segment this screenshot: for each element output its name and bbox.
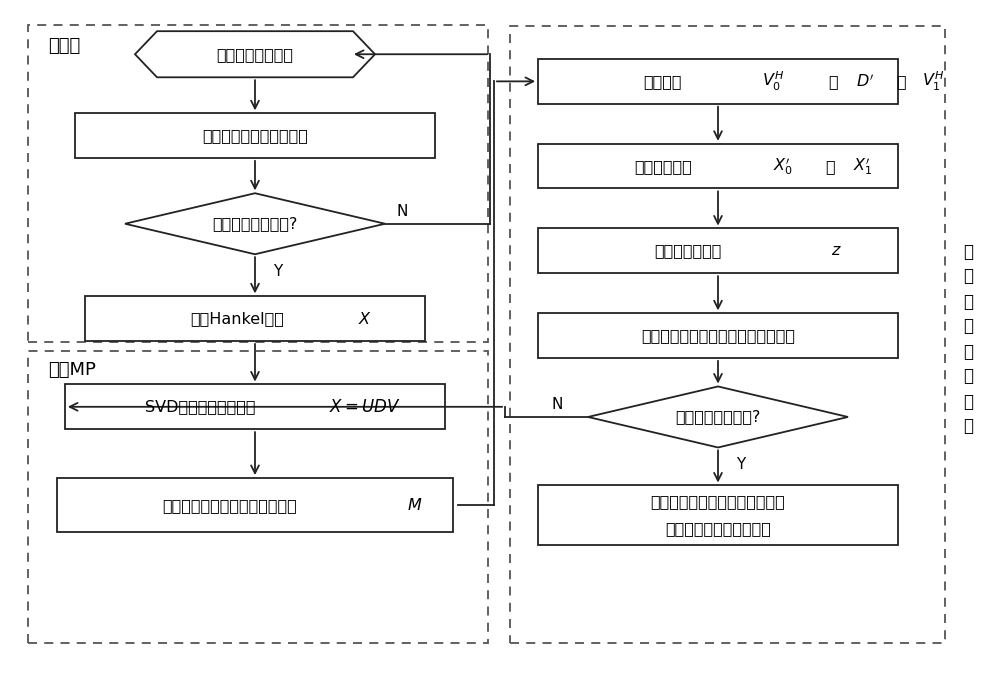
Polygon shape (135, 31, 375, 77)
Text: N: N (552, 397, 563, 412)
Polygon shape (125, 193, 385, 254)
Text: 构建样本矩阵: 构建样本矩阵 (634, 159, 692, 174)
Text: 电网低频振荡信号: 电网低频振荡信号 (216, 47, 294, 62)
Bar (28, 25, 488, 342)
Text: SVD矩阵降秩计算，即: SVD矩阵降秩计算，即 (145, 399, 255, 414)
Text: 构造Hankel矩阵: 构造Hankel矩阵 (190, 311, 284, 326)
Text: 求取矩阵特征值: 求取矩阵特征值 (654, 243, 722, 258)
Text: 是否满足拟合精度?: 是否满足拟合精度? (675, 410, 761, 424)
Text: $M$: $M$ (407, 497, 423, 513)
Text: 重构矩阵: 重构矩阵 (644, 74, 682, 89)
Text: 是否满足滤波要求?: 是否满足滤波要求? (212, 216, 298, 231)
Text: $X_0'$: $X_0'$ (773, 155, 793, 177)
Bar (538, 59, 898, 104)
Bar (538, 485, 898, 545)
Bar (510, 26, 945, 643)
Text: $V_0^H$: $V_0^H$ (762, 70, 784, 93)
Bar (538, 313, 898, 358)
Text: 、: 、 (828, 74, 838, 89)
Bar (65, 384, 445, 429)
Polygon shape (588, 386, 848, 447)
Text: $X$: $X$ (358, 311, 372, 327)
Text: $X = UDV$: $X = UDV$ (329, 398, 401, 416)
Text: $z$: $z$ (831, 243, 841, 258)
Text: 改进MP: 改进MP (48, 361, 96, 379)
Text: Y: Y (273, 264, 282, 279)
Bar (538, 144, 898, 188)
Text: 信号经广义形态滤波处理: 信号经广义形态滤波处理 (202, 128, 308, 143)
Text: 低
频
振
荡
模
态
辨
识: 低 频 振 荡 模 态 辨 识 (963, 243, 973, 435)
Text: 、: 、 (825, 159, 835, 174)
Text: 输出模态辨识参数结果如频率、: 输出模态辨识参数结果如频率、 (651, 494, 785, 509)
Text: Y: Y (736, 457, 745, 472)
Bar (28, 351, 488, 643)
Text: 、: 、 (896, 74, 906, 89)
Bar (85, 296, 425, 341)
Bar (57, 478, 452, 532)
Text: 求振荡频率、幅值、相角、衰减因子: 求振荡频率、幅值、相角、衰减因子 (641, 328, 795, 343)
Text: N: N (397, 204, 408, 219)
Text: $X_1'$: $X_1'$ (853, 155, 873, 177)
Bar (75, 113, 435, 158)
Text: 基于归一化奇异熵确定模态阶数: 基于归一化奇异熵确定模态阶数 (163, 498, 297, 513)
Text: $V_1^H$: $V_1^H$ (922, 70, 944, 93)
Text: $D'$: $D'$ (856, 73, 874, 90)
Bar (538, 228, 898, 273)
Text: 预处理: 预处理 (48, 37, 80, 56)
Text: 幅值、相角、衰减因子等: 幅值、相角、衰减因子等 (665, 521, 771, 536)
